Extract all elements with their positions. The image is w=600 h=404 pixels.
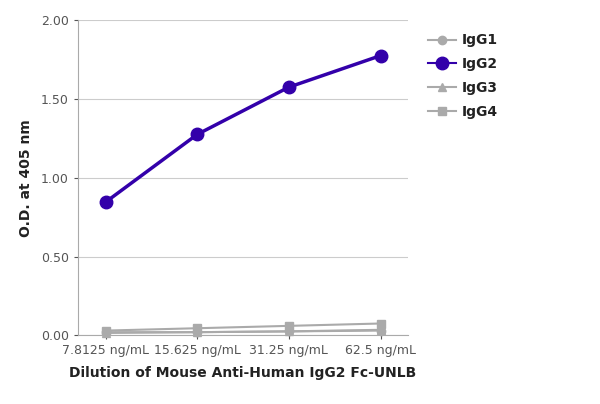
IgG3	[285, 329, 292, 334]
IgG4	[285, 324, 292, 328]
IgG3	[194, 330, 201, 335]
IgG3	[102, 330, 109, 335]
Legend: IgG1, IgG2, IgG3, IgG4: IgG1, IgG2, IgG3, IgG4	[428, 34, 497, 119]
Y-axis label: O.D. at 405 nm: O.D. at 405 nm	[19, 119, 32, 237]
IgG4	[377, 321, 384, 326]
IgG2	[377, 53, 384, 58]
Line: IgG2: IgG2	[99, 49, 387, 208]
IgG3	[377, 327, 384, 332]
IgG4	[194, 326, 201, 330]
IgG4	[102, 328, 109, 333]
Line: IgG4: IgG4	[101, 319, 385, 335]
IgG2	[102, 200, 109, 204]
Line: IgG1: IgG1	[101, 326, 385, 337]
IgG1	[102, 330, 109, 335]
IgG2	[285, 85, 292, 90]
Line: IgG3: IgG3	[101, 326, 385, 337]
IgG1	[285, 329, 292, 334]
IgG1	[194, 330, 201, 335]
IgG1	[377, 328, 384, 333]
X-axis label: Dilution of Mouse Anti-Human IgG2 Fc-UNLB: Dilution of Mouse Anti-Human IgG2 Fc-UNL…	[70, 366, 416, 380]
IgG2	[194, 132, 201, 137]
